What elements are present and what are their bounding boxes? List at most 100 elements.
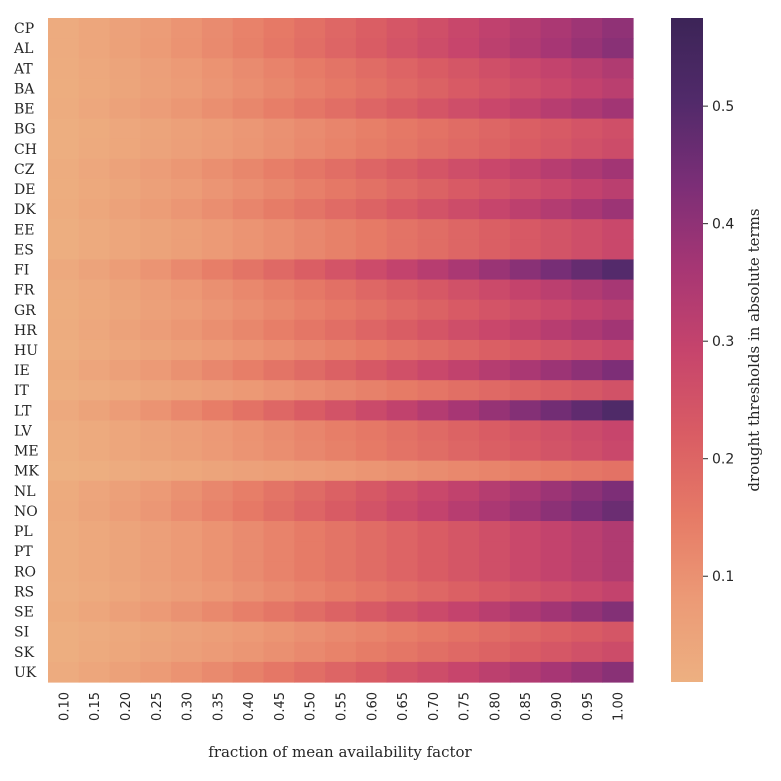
heatmap-cell-CZ-0.10	[48, 158, 80, 180]
heatmap-cell-ME-0.80	[479, 440, 511, 462]
heatmap-cell-CZ-0.75	[448, 158, 480, 180]
heatmap-cell-EE-0.30	[171, 219, 203, 240]
heatmap-cell-SI-0.20	[109, 621, 141, 643]
heatmap-cell-RO-0.65	[386, 561, 419, 582]
heatmap-cell-AL-0.90	[540, 38, 573, 59]
heatmap-cell-HU-0.60	[355, 339, 388, 361]
heatmap-cell-HR-0.30	[171, 319, 203, 341]
heatmap-cell-PT-0.80	[479, 541, 511, 562]
heatmap-cell-UK-0.75	[448, 661, 480, 683]
heatmap-cell-CP-0.80	[479, 18, 511, 39]
heatmap-cell-CP-0.30	[171, 18, 203, 39]
heatmap-cell-SI-0.60	[355, 621, 388, 643]
heatmap-cell-PT-0.30	[171, 541, 203, 562]
heatmap-cell-LV-0.70	[417, 420, 449, 442]
heatmap-cell-BG-0.45	[263, 118, 295, 140]
heatmap-cell-PT-0.75	[448, 541, 480, 562]
heatmap-cell-DE-0.10	[48, 178, 80, 200]
heatmap-cell-HU-0.10	[48, 339, 80, 361]
heatmap-cell-SE-0.20	[109, 601, 141, 623]
heatmap-cell-CP-0.20	[109, 18, 141, 39]
heatmap-cell-FR-0.60	[355, 279, 388, 301]
heatmap-cell-BG-0.80	[479, 118, 511, 140]
heatmap-cell-SE-0.65	[386, 601, 419, 623]
heatmap-cell-SE-0.70	[417, 601, 449, 623]
heatmap-cell-DE-0.30	[171, 178, 203, 200]
heatmap-cell-FI-0.90	[540, 259, 573, 281]
heatmap-cell-LT-0.90	[540, 400, 573, 422]
heatmap-cell-NL-0.20	[109, 480, 141, 502]
heatmap-cell-EE-0.70	[417, 219, 449, 240]
heatmap-cell-GR-0.60	[355, 299, 388, 321]
heatmap-cell-FI-0.80	[479, 259, 511, 281]
heatmap-cell-PT-0.65	[386, 541, 419, 562]
heatmap-cell-CP-0.85	[509, 18, 542, 39]
heatmap-cell-NL-1.00	[602, 480, 634, 502]
heatmap-cell-LT-0.65	[386, 400, 419, 422]
heatmap-cell-GR-0.85	[509, 299, 542, 321]
heatmap-cell-AL-0.75	[448, 38, 480, 59]
heatmap-cell-UK-0.20	[109, 661, 141, 683]
heatmap-cell-IT-0.80	[479, 380, 511, 401]
heatmap-cell-ES-0.95	[571, 239, 603, 261]
heatmap-cell-PT-0.15	[78, 541, 111, 562]
heatmap-cell-FR-0.25	[140, 279, 172, 301]
heatmap-cell-DE-0.25	[140, 178, 172, 200]
heatmap-cell-FI-0.20	[109, 259, 141, 281]
heatmap-cell-FR-0.40	[232, 279, 265, 301]
heatmap-cell-SI-0.50	[294, 621, 326, 643]
heatmap-cell-PT-0.55	[325, 541, 357, 562]
heatmap-cell-AT-0.60	[355, 58, 388, 79]
heatmap-cell-NL-0.50	[294, 480, 326, 502]
heatmap-cell-ME-0.85	[509, 440, 542, 462]
heatmap-cell-LV-0.50	[294, 420, 326, 442]
heatmap-cell-IE-0.95	[571, 360, 603, 381]
heatmap-cell-FI-0.85	[509, 259, 542, 281]
heatmap-cell-BE-0.85	[509, 98, 542, 120]
heatmap-cell-IT-0.35	[201, 380, 234, 401]
heatmap-cell-AT-0.40	[232, 58, 265, 79]
heatmap-cell-DE-0.90	[540, 178, 573, 200]
heatmap-cell-FI-1.00	[602, 259, 634, 281]
heatmap-cell-HU-0.20	[109, 339, 141, 361]
x-tick-label: 0.95	[581, 692, 596, 721]
heatmap-cell-CP-0.10	[48, 18, 80, 39]
heatmap-cell-BE-0.90	[540, 98, 573, 120]
heatmap-cell-IE-0.50	[294, 360, 326, 381]
heatmap-cell-PL-0.15	[78, 521, 111, 542]
heatmap-cell-LV-0.90	[540, 420, 573, 442]
heatmap-cell-EE-0.75	[448, 219, 480, 240]
heatmap-cell-LV-1.00	[602, 420, 634, 442]
heatmap-cell-EE-0.55	[325, 219, 357, 240]
heatmap-cell-EE-0.95	[571, 219, 603, 240]
heatmap-cell-ES-0.55	[325, 239, 357, 261]
heatmap-cell-SE-0.60	[355, 601, 388, 623]
heatmap-cell-RS-0.25	[140, 581, 172, 603]
heatmap-cell-UK-1.00	[602, 661, 634, 683]
heatmap-cell-RO-0.60	[355, 561, 388, 582]
heatmap-cell-ES-0.20	[109, 239, 141, 261]
colorbar-tick-label: 0.4	[712, 217, 734, 233]
heatmap-cell-UK-0.45	[263, 661, 295, 683]
x-tick-label: 1.00	[612, 692, 627, 721]
heatmap-cell-RS-0.70	[417, 581, 449, 603]
heatmap-cell-LT-0.50	[294, 400, 326, 422]
y-tick-label: CH	[14, 142, 37, 158]
heatmap-cell-LV-0.25	[140, 420, 172, 442]
y-tick-label: ES	[14, 242, 34, 258]
heatmap-cell-SI-0.45	[263, 621, 295, 643]
heatmap-cell-GR-0.45	[263, 299, 295, 321]
heatmap-cell-LV-0.95	[571, 420, 603, 442]
heatmap-cell-HR-0.90	[540, 319, 573, 341]
heatmap-cell-CH-0.95	[571, 138, 603, 160]
heatmap-cell-BE-0.65	[386, 98, 419, 120]
heatmap-cell-NL-0.55	[325, 480, 357, 502]
heatmap-cell-ES-0.70	[417, 239, 449, 261]
y-tick-label: IT	[14, 383, 30, 399]
heatmap-cell-UK-0.95	[571, 661, 603, 683]
x-tick-label: 0.45	[273, 692, 288, 721]
heatmap-cell-GR-0.90	[540, 299, 573, 321]
heatmap-cell-LT-0.30	[171, 400, 203, 422]
x-tick-label: 0.60	[365, 692, 380, 721]
heatmap-cell-HU-0.70	[417, 339, 449, 361]
